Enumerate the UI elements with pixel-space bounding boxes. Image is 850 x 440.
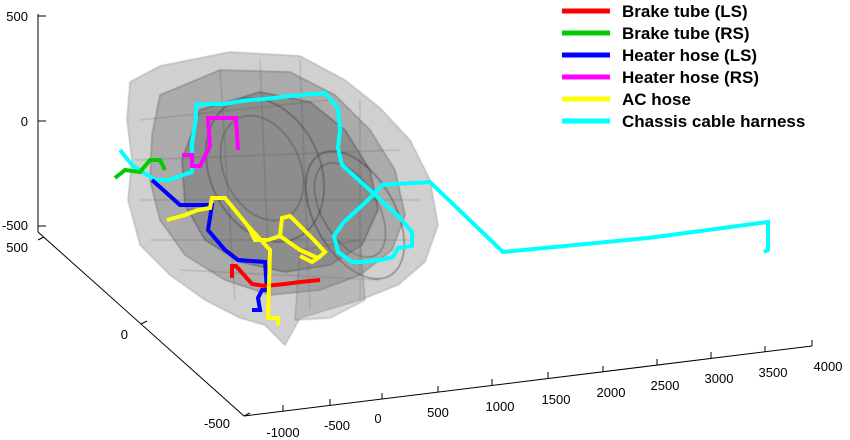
x-tick-label: 2000: [597, 385, 626, 400]
x-tick-label: -500: [324, 418, 350, 433]
x-tick-label: 1500: [542, 392, 571, 407]
tick-labels: 500 0 -500 500 0 -500 -1000 -500 0 500 1…: [2, 9, 842, 440]
series-line-ac-hose-branch-2: [278, 213, 328, 260]
series-lines: [113, 90, 770, 325]
z-tick-label: 500: [6, 9, 28, 24]
series-line-heater-hose-ls: [150, 178, 270, 312]
y-tick-label: 0: [121, 327, 128, 342]
series-line-ac-hose-branch: [246, 225, 323, 265]
x-tick-label: 500: [427, 405, 449, 420]
x-axis-line: [243, 345, 813, 417]
x-tick-label: 0: [374, 411, 381, 426]
tick-marks: [37, 15, 813, 417]
series-line-ac-hose: [166, 196, 280, 325]
mesh-lines: [134, 59, 420, 311]
series-line-heater-hose-rs: [182, 116, 240, 168]
legend-label: Brake tube (LS): [622, 2, 748, 21]
x-tick-label: 3500: [759, 365, 788, 380]
x-tick-label: 2500: [651, 378, 680, 393]
z-tick-label: 0: [21, 114, 28, 129]
y-tick-500: [37, 236, 45, 241]
x-tick-label: 3000: [705, 371, 734, 386]
x-tick-label: -1000: [266, 425, 299, 440]
series-line-brake-tube-rs: [113, 158, 167, 180]
mesh-wheel-rear: [305, 150, 405, 280]
legend: Brake tube (LS) Brake tube (RS) Heater h…: [562, 2, 805, 131]
legend-label: Brake tube (RS): [622, 24, 750, 43]
series-line-brake-tube-ls: [230, 264, 321, 289]
y-tick-label: -500: [204, 416, 230, 431]
z-tick-label: -500: [2, 218, 28, 233]
y-tick-minus500: [243, 412, 251, 417]
x-tick-label: 4000: [814, 359, 843, 374]
y-tick-0: [140, 320, 148, 325]
legend-label: Heater hose (LS): [622, 46, 757, 65]
legend-label: Chassis cable harness: [622, 112, 805, 131]
legend-label: Heater hose (RS): [622, 68, 759, 87]
x-tick-label: 1000: [486, 399, 515, 414]
y-tick-label: 500: [6, 240, 28, 255]
series-line-chassis-cable-harness: [118, 90, 770, 264]
legend-label: AC hose: [622, 90, 691, 109]
